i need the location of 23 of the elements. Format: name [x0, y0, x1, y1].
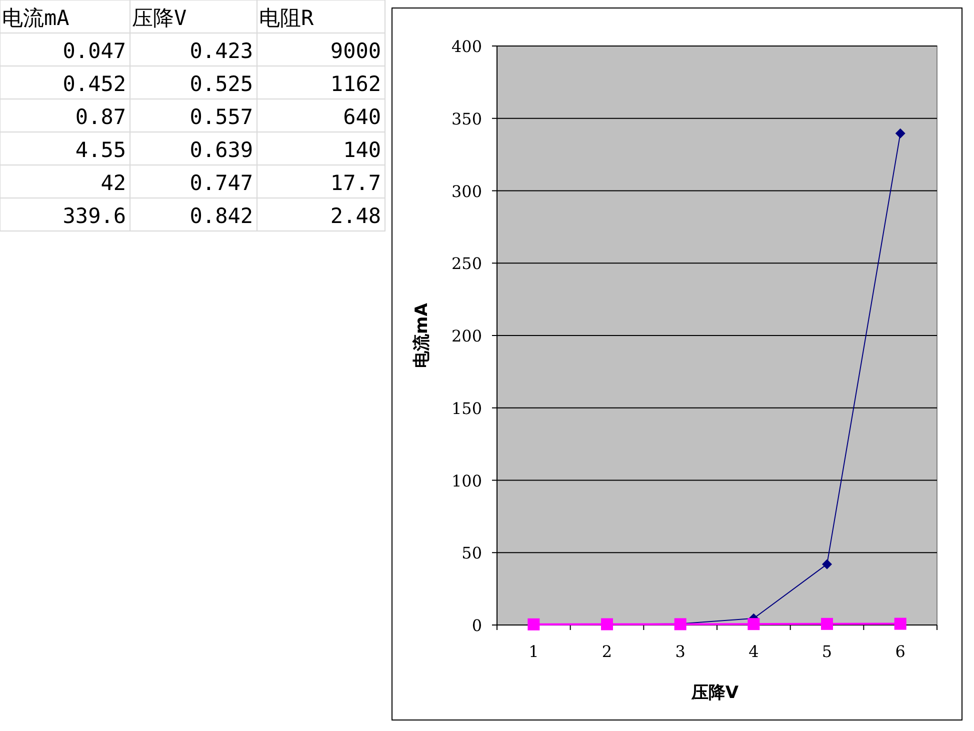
- x-tick-label: 6: [895, 642, 906, 661]
- y-tick-label: 300: [451, 182, 482, 201]
- point: [821, 618, 833, 630]
- y-tick-label: 50: [462, 544, 482, 563]
- x-axis-title: 压降V: [690, 683, 740, 703]
- x-tick-label: 3: [675, 642, 686, 661]
- point: [894, 618, 906, 630]
- y-tick-label: 0: [472, 616, 482, 635]
- y-tick-label: 400: [451, 37, 482, 56]
- y-tick-label: 100: [451, 471, 482, 490]
- table: 电流mA 压降V 电阻R 0.047 0.423 9000 0.452 0.525 1162 0.87 0.557 640 4.55 0.639 140 42 0.747 17.7 339.6 0.842 2.48: [0, 0, 386, 232]
- x-tick-label: 4: [748, 642, 759, 661]
- y-tick-label: 200: [451, 326, 482, 346]
- point: [895, 128, 906, 138]
- x-tick-label: 2: [602, 642, 612, 661]
- point: [822, 559, 832, 570]
- y-tick-label: 150: [451, 398, 482, 418]
- x-tick-label: 5: [822, 642, 832, 661]
- y-tick-label: 350: [451, 109, 482, 128]
- x-tick-label: 1: [528, 642, 539, 661]
- y-tick-label: 250: [451, 254, 482, 274]
- point: [748, 618, 760, 630]
- y-axis-title: 电流mA: [412, 302, 432, 368]
